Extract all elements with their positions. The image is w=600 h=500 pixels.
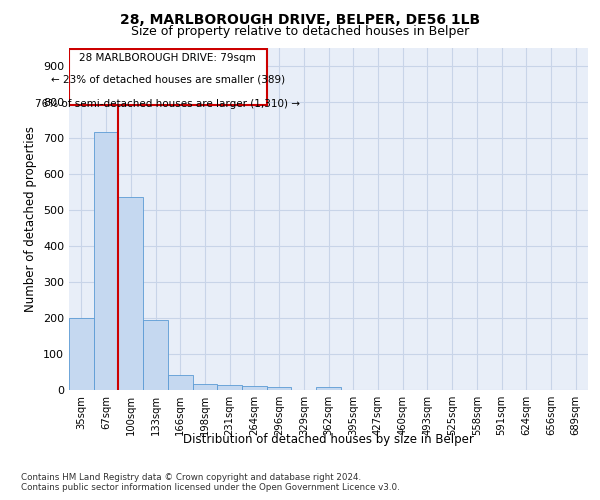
Bar xyxy=(193,384,217,390)
Bar xyxy=(217,385,242,390)
Bar xyxy=(143,320,168,390)
Bar xyxy=(316,387,341,390)
Text: 28, MARLBOROUGH DRIVE, BELPER, DE56 1LB: 28, MARLBOROUGH DRIVE, BELPER, DE56 1LB xyxy=(120,12,480,26)
Text: 28 MARLBOROUGH DRIVE: 79sqm: 28 MARLBOROUGH DRIVE: 79sqm xyxy=(79,52,256,62)
Bar xyxy=(94,132,118,390)
Text: Size of property relative to detached houses in Belper: Size of property relative to detached ho… xyxy=(131,25,469,38)
Bar xyxy=(69,318,94,390)
Text: Distribution of detached houses by size in Belper: Distribution of detached houses by size … xyxy=(184,432,474,446)
Bar xyxy=(168,375,193,390)
Bar xyxy=(267,387,292,390)
Y-axis label: Number of detached properties: Number of detached properties xyxy=(25,126,37,312)
Text: 76% of semi-detached houses are larger (1,310) →: 76% of semi-detached houses are larger (… xyxy=(35,99,301,109)
Text: ← 23% of detached houses are smaller (389): ← 23% of detached houses are smaller (38… xyxy=(51,75,285,85)
FancyBboxPatch shape xyxy=(69,50,267,105)
Text: Contains HM Land Registry data © Crown copyright and database right 2024.
Contai: Contains HM Land Registry data © Crown c… xyxy=(21,472,400,492)
Bar xyxy=(118,197,143,390)
Bar xyxy=(242,386,267,390)
